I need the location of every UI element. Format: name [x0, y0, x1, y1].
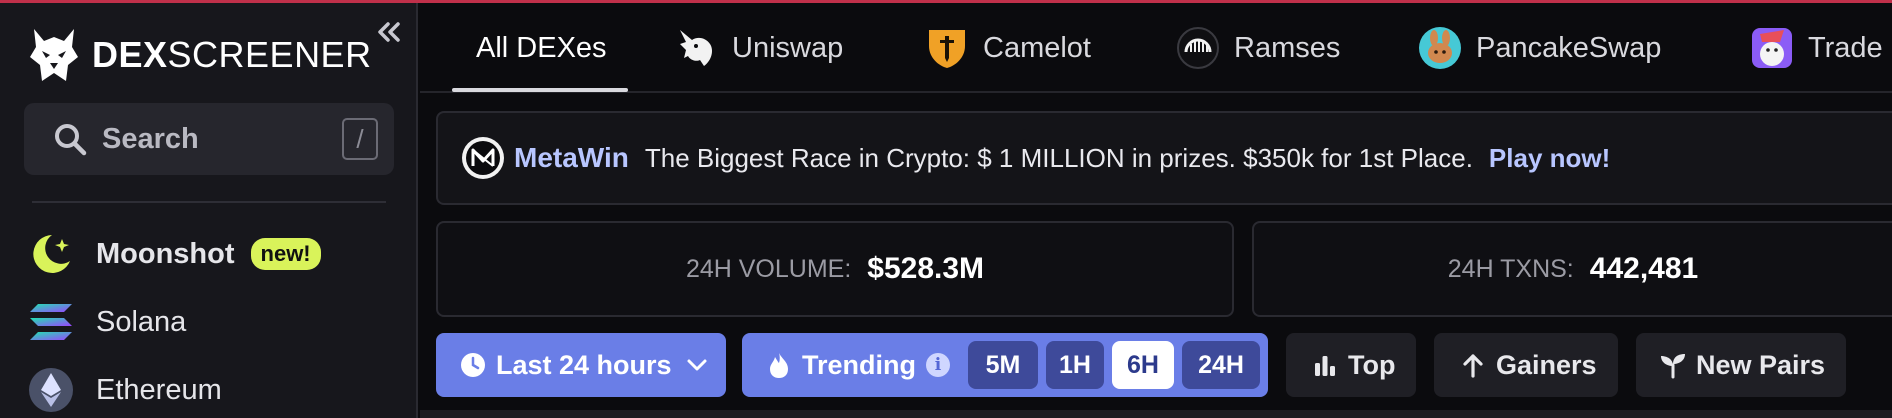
sidebar-item-solana[interactable]: Solana — [28, 294, 186, 350]
tab-label: PancakeSwap — [1476, 31, 1662, 64]
tab-all-dexes[interactable]: All DEXes — [476, 3, 607, 93]
ethereum-icon — [28, 367, 74, 413]
pancake-bunny-icon — [1418, 26, 1462, 70]
top-accent-line — [0, 0, 1892, 3]
search-placeholder: Search — [102, 122, 199, 155]
period-6h-button[interactable]: 6H — [1112, 341, 1174, 389]
collapse-sidebar-button[interactable] — [372, 17, 406, 47]
new-badge: new! — [250, 238, 321, 270]
volume-stat: 24H VOLUME: $528.3M — [436, 221, 1234, 317]
sidebar-item-label: Ethereum — [96, 373, 222, 406]
search-shortcut-key: / — [342, 118, 378, 160]
tab-label: All DEXes — [476, 31, 607, 64]
trader-joe-icon — [1750, 26, 1794, 70]
promo-banner[interactable]: MetaWin The Biggest Race in Crypto: $ 1 … — [436, 111, 1892, 205]
solana-icon — [28, 299, 74, 345]
period-1h-button[interactable]: 1H — [1046, 341, 1104, 389]
metawin-logo-icon — [462, 137, 504, 179]
gainers-button[interactable]: Gainers — [1434, 333, 1618, 397]
moon-star-icon — [28, 231, 74, 277]
chevron-down-icon — [682, 350, 712, 380]
tab-pancakeswap[interactable]: PancakeSwap — [1418, 3, 1661, 93]
trending-filter[interactable]: Trending i 5M 1H 6H 24H — [742, 333, 1268, 397]
ramses-icon — [1176, 26, 1220, 70]
tab-label: Ramses — [1234, 31, 1341, 64]
filter-bar: Last 24 hours Trending i 5M 1H 6H 24H — [436, 333, 1892, 399]
unicorn-icon — [674, 26, 718, 70]
bar-chart-icon — [1310, 350, 1340, 380]
trending-label: Trending — [802, 349, 916, 380]
txns-stat: 24H TXNS: 442,481 — [1252, 221, 1892, 317]
banner-brand: MetaWin — [514, 142, 629, 173]
bottom-edge — [420, 410, 1892, 418]
new-pairs-label: New Pairs — [1696, 349, 1826, 380]
sprout-icon — [1658, 350, 1688, 380]
logo-text: DEXSCREENER — [92, 34, 372, 76]
tab-label: Uniswap — [732, 31, 844, 64]
new-pairs-button[interactable]: New Pairs — [1636, 333, 1846, 397]
sidebar: DEXSCREENER Search / Moonshot new! — [0, 3, 418, 418]
main-content: All DEXes Uniswap Camelot — [420, 3, 1892, 418]
sidebar-item-ethereum[interactable]: Ethereum — [28, 362, 222, 418]
sidebar-item-label: Moonshot — [96, 237, 235, 270]
gainers-label: Gainers — [1496, 349, 1597, 380]
camelot-shield-icon — [925, 26, 969, 70]
sidebar-item-label: Solana — [96, 305, 187, 338]
tab-uniswap[interactable]: Uniswap — [674, 3, 843, 93]
flame-icon — [764, 350, 794, 380]
tab-label: Camelot — [983, 31, 1091, 64]
volume-label: 24H VOLUME: — [685, 254, 852, 283]
banner-text: The Biggest Race in Crypto: $ 1 MILLION … — [644, 142, 1473, 173]
logo-text-bold: DEX — [92, 34, 168, 75]
timeframe-dropdown[interactable]: Last 24 hours — [436, 333, 726, 397]
tab-label: Trade — [1808, 31, 1883, 64]
search-icon — [55, 124, 87, 156]
period-24h-button[interactable]: 24H — [1182, 341, 1260, 389]
clock-icon — [458, 350, 488, 380]
sidebar-item-moonshot[interactable]: Moonshot new! — [28, 226, 321, 282]
logo-text-light: SCREENER — [167, 34, 372, 75]
txns-label: 24H TXNS: — [1447, 254, 1574, 283]
timeframe-label: Last 24 hours — [496, 349, 672, 380]
volume-value: $528.3M — [867, 252, 985, 285]
top-label: Top — [1348, 349, 1396, 380]
txns-value: 442,481 — [1589, 252, 1699, 285]
banner-cta-link[interactable]: Play now! — [1488, 142, 1611, 173]
dex-tabs: All DEXes Uniswap Camelot — [420, 3, 1892, 93]
tab-ramses[interactable]: Ramses — [1176, 3, 1340, 93]
search-input[interactable]: Search / — [24, 103, 394, 175]
active-tab-indicator — [452, 88, 628, 92]
arrow-up-icon — [1458, 350, 1488, 380]
info-icon[interactable]: i — [926, 353, 950, 377]
sidebar-divider — [32, 201, 386, 203]
period-5m-button[interactable]: 5M — [968, 341, 1038, 389]
eagle-logo-icon — [30, 29, 78, 81]
top-button[interactable]: Top — [1286, 333, 1416, 397]
logo[interactable]: DEXSCREENER — [28, 27, 372, 83]
tab-camelot[interactable]: Camelot — [925, 3, 1091, 93]
tab-trader-joe[interactable]: Trade — [1750, 3, 1883, 93]
double-chevron-left-icon — [378, 22, 400, 42]
